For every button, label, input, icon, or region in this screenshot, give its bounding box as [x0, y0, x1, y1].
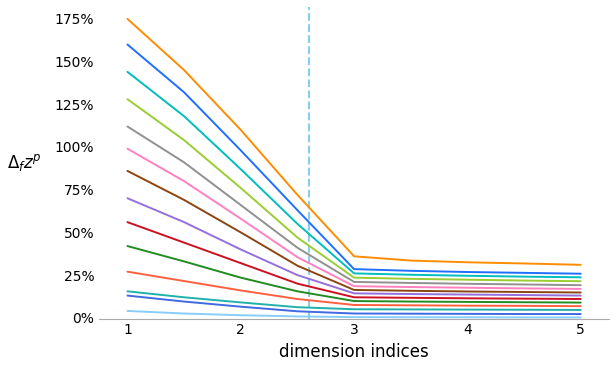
Y-axis label: $\Delta_f z^p$: $\Delta_f z^p$	[7, 152, 41, 173]
X-axis label: dimension indices: dimension indices	[279, 343, 429, 361]
